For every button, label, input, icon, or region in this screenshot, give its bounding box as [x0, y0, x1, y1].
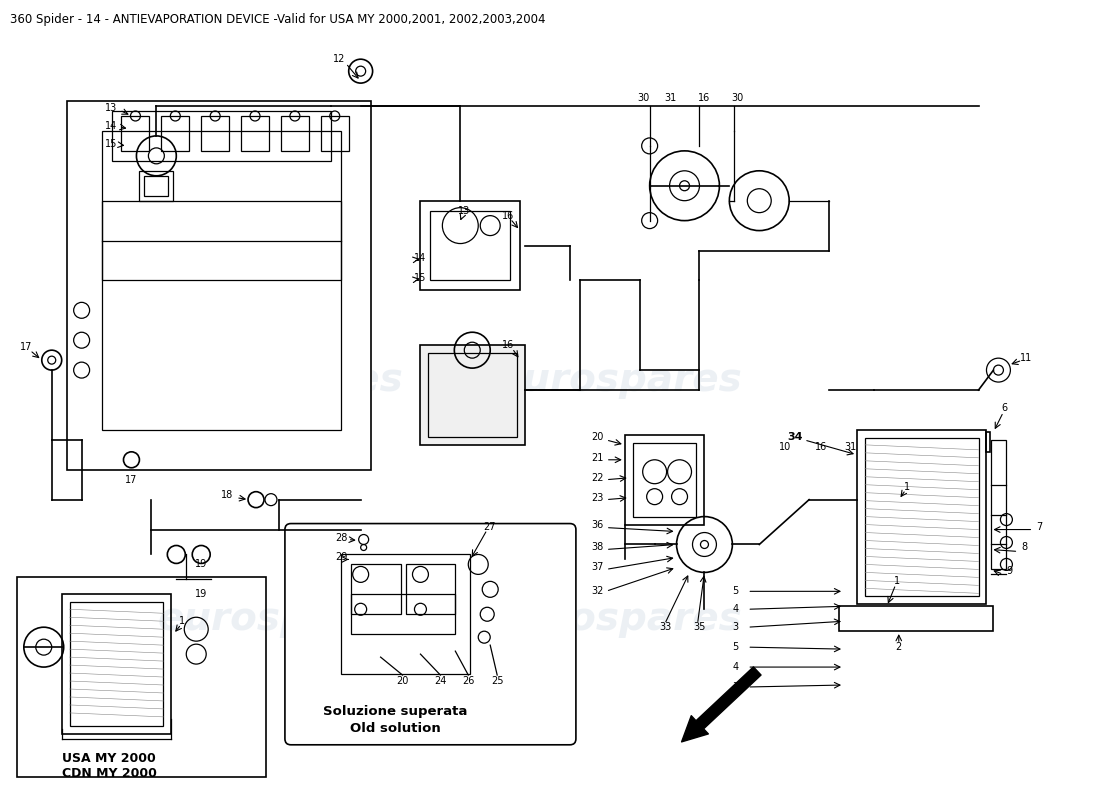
Text: 29: 29	[336, 553, 348, 562]
Text: 15: 15	[104, 139, 117, 149]
Text: 7: 7	[1036, 522, 1043, 531]
Text: 15: 15	[414, 274, 426, 283]
Bar	[430, 210, 510, 281]
Bar	[839, 606, 993, 631]
Text: 34: 34	[788, 432, 803, 442]
Text: 9: 9	[1006, 566, 1012, 577]
Text: 3: 3	[733, 682, 738, 692]
Text: 13: 13	[104, 103, 117, 113]
Text: 22: 22	[591, 473, 604, 482]
Text: 5: 5	[733, 586, 738, 596]
Text: 28: 28	[336, 533, 348, 542]
Text: Old solution: Old solution	[350, 722, 441, 735]
Text: 16: 16	[697, 93, 710, 103]
Text: 21: 21	[591, 453, 603, 462]
Text: 32: 32	[591, 586, 603, 596]
Text: 20: 20	[396, 676, 409, 686]
Bar	[341, 554, 471, 674]
Bar	[321, 116, 349, 151]
Text: 30: 30	[638, 93, 650, 103]
Bar	[162, 116, 189, 151]
Text: 16: 16	[815, 442, 827, 452]
Text: 20: 20	[591, 432, 603, 442]
Bar	[351, 565, 400, 614]
Bar	[101, 131, 341, 430]
Bar	[101, 201, 341, 281]
Text: 1: 1	[904, 482, 910, 492]
Bar	[857, 430, 987, 604]
Text: eurospares: eurospares	[497, 600, 742, 638]
Text: 6: 6	[1001, 403, 1008, 413]
Text: 5: 5	[733, 642, 738, 652]
Text: 14: 14	[104, 121, 117, 131]
Text: 24: 24	[434, 676, 447, 686]
FancyArrowPatch shape	[682, 667, 761, 742]
Text: 4: 4	[733, 662, 738, 672]
Text: 10: 10	[779, 442, 792, 452]
Bar	[144, 176, 168, 196]
Text: 18: 18	[221, 490, 233, 500]
Text: 4: 4	[733, 604, 738, 614]
Bar	[420, 201, 520, 290]
Text: 37: 37	[591, 562, 603, 573]
Text: 360 Spider - 14 - ANTIEVAPORATION DEVICE -Valid for USA MY 2000,2001, 2002,2003,: 360 Spider - 14 - ANTIEVAPORATION DEVICE…	[10, 13, 546, 26]
Text: eurospares: eurospares	[497, 361, 742, 399]
Bar	[420, 345, 525, 445]
Bar	[16, 578, 266, 777]
Text: 1: 1	[894, 576, 900, 586]
Text: CDN MY 2000: CDN MY 2000	[62, 767, 156, 780]
Bar	[865, 438, 979, 596]
Text: 36: 36	[591, 519, 603, 530]
Text: 3: 3	[733, 622, 738, 632]
Text: 25: 25	[491, 676, 504, 686]
Text: 19: 19	[195, 590, 207, 599]
Text: 16: 16	[503, 210, 515, 221]
Bar	[111, 111, 331, 161]
FancyBboxPatch shape	[285, 523, 576, 745]
Bar	[280, 116, 309, 151]
Text: 35: 35	[693, 622, 706, 632]
Bar	[201, 116, 229, 151]
Bar	[67, 101, 371, 470]
Text: 33: 33	[660, 622, 672, 632]
Text: USA MY 2000: USA MY 2000	[62, 752, 155, 766]
Text: 26: 26	[462, 676, 474, 686]
Bar	[62, 594, 172, 734]
Text: 30: 30	[732, 93, 744, 103]
Text: 8: 8	[1022, 542, 1027, 553]
Text: 31: 31	[844, 442, 856, 452]
Bar	[69, 602, 163, 726]
Bar	[121, 116, 150, 151]
Text: 1: 1	[179, 616, 186, 626]
Text: 23: 23	[591, 493, 603, 502]
Bar	[406, 565, 455, 614]
Text: 19: 19	[195, 559, 207, 570]
Text: 16: 16	[503, 340, 515, 350]
Text: 31: 31	[664, 93, 676, 103]
Bar	[241, 116, 270, 151]
Text: 17: 17	[125, 474, 138, 485]
Text: 13: 13	[459, 206, 471, 216]
Text: eurospares: eurospares	[158, 361, 404, 399]
Text: 12: 12	[333, 54, 345, 64]
Text: 2: 2	[895, 642, 902, 652]
Bar	[632, 443, 696, 517]
Text: 14: 14	[414, 254, 426, 263]
Text: 11: 11	[1021, 353, 1033, 363]
Bar	[351, 594, 455, 634]
Bar	[428, 353, 517, 437]
Text: Soluzione superata: Soluzione superata	[323, 706, 468, 718]
Bar	[991, 440, 1006, 570]
Text: 27: 27	[483, 522, 496, 531]
Text: 17: 17	[20, 342, 32, 352]
Text: eurospares: eurospares	[158, 600, 404, 638]
Bar	[625, 435, 704, 525]
Text: 38: 38	[591, 542, 603, 553]
Bar	[140, 170, 174, 201]
Bar	[987, 432, 990, 452]
